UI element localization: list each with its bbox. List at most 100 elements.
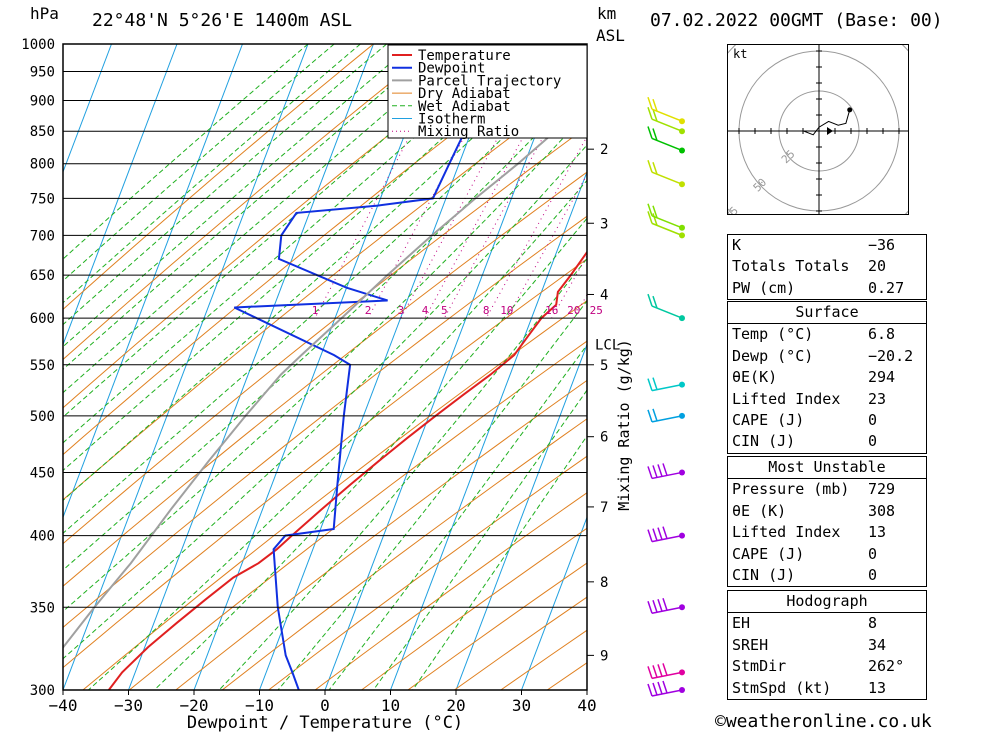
row-label: StmDir [732,657,787,676]
row-label: Lifted Index [732,523,841,542]
row-label: Lifted Index [732,389,841,408]
row-label: StmSpd (kt) [732,678,832,697]
wind-barb [647,526,685,543]
dry-adiabat-line [407,562,587,690]
wind-barb [647,598,685,615]
table-row: SREH 34 [728,635,926,656]
x-tick-label: 20 [446,696,465,715]
legend-label: Mixing Ratio [418,124,519,140]
pressure-tick-label: 300 [30,683,55,699]
pressure-tick-label: 450 [30,465,55,481]
dry-adiabat-line [82,300,587,690]
row-label: PW (cm) [732,278,796,297]
row-label: EH [732,614,751,633]
x-tick-label: −30 [114,696,143,715]
row-value: 0 [868,565,878,584]
table-row: EH 8 [728,613,926,634]
table-row: Totals Totals 20 [728,256,926,277]
x-tick-label: 0 [320,696,330,715]
wet-adiabat-line [372,389,587,690]
height-unit-label: km [597,4,617,23]
copyright-link[interactable]: ©weatheronline.co.uk [715,711,932,732]
dry-adiabat-line [175,379,587,690]
row-label: CAPE (J) [732,410,805,429]
isotherm-line [259,44,505,690]
pressure-tick-label: 750 [30,191,55,207]
dry-adiabat-line [128,340,587,690]
dry-adiabat-line [63,215,587,629]
row-value: −36 [868,236,896,254]
plot-frame [62,43,588,691]
x-tick-label: −20 [180,696,209,715]
lcl-label: LCL [595,338,620,354]
row-value: 0 [868,410,878,429]
row-label: CAPE (J) [732,544,805,563]
most-unstable-table: Most Unstable Pressure (mb) 729 θE (K) 308 L… [727,456,927,588]
table-row: Lifted Index 13 [728,522,926,543]
dewpoint-line [233,120,477,690]
row-value: 0 [868,544,878,563]
table-row: CAPE (J) 0 [728,410,926,431]
dry-adiabat-line [640,44,720,690]
legend-label: Dry Adiabat [418,86,511,102]
wind-barb [647,377,685,392]
wet-adiabat-line [412,435,587,690]
chart-title: 22°48'N 5°26'E 1400m ASL [92,10,353,31]
dry-adiabat-line [63,79,587,501]
wind-barb [647,663,685,680]
isotherm-line [63,44,112,174]
isotherm-line [390,170,587,690]
mixing-ratio-label: 1 [312,304,319,317]
parcel-trajectory-line [63,130,556,650]
isotherm-line [455,343,587,690]
table-row: CIN (J) 0 [728,565,926,586]
pressure-tick-label: 1000 [21,37,55,53]
pressure-tick-label: 700 [30,228,55,244]
height-tick-label: 8 [600,575,608,591]
hodograph-title: Hodograph [786,592,868,610]
mixing-ratio-label: 25 [590,304,603,317]
legend-label: Dewpoint [418,61,485,77]
row-value: 729 [868,480,896,499]
table-row: θE (K) 308 [728,501,926,522]
row-value: 262° [868,657,905,676]
row-value: 34 [868,635,887,654]
wet-adiabat-line [88,179,587,690]
dry-adiabat-line [546,662,587,690]
row-value: 13 [868,678,887,697]
table-row: CIN (J) 0 [728,431,926,452]
wind-barb [647,680,685,697]
row-label: CIN (J) [732,432,796,451]
pressure-tick-label: 600 [30,311,55,327]
isotherm-line [521,515,587,690]
temperature-line [108,120,587,690]
mixing-ratio-line [573,293,587,319]
wind-barb [647,211,685,239]
hodograph-ring-label: 75 [728,204,741,214]
row-label: θE(K) [732,368,778,387]
wind-barb [647,106,685,135]
table-row: Pressure (mb) 729 [728,479,926,500]
row-label: Temp (°C) [732,325,814,344]
wet-adiabat-line [63,44,466,394]
row-label: Pressure (mb) [732,480,850,499]
table-row: Lifted Index 23 [728,389,926,410]
pressure-tick-label: 800 [30,157,55,173]
wet-adiabat-line [63,81,587,571]
row-value: 308 [868,501,896,520]
wind-barb [647,408,685,423]
pressure-tick-label: 500 [30,409,55,425]
row-label: CIN (J) [732,565,796,584]
pressure-tick-label: 950 [30,65,55,81]
row-label: Dewp (°C) [732,346,814,365]
row-value: −20.2 [868,346,914,365]
height-unit-label-asl: ASL [596,26,625,45]
storm-motion-marker [827,127,833,135]
wet-adiabat-line [63,52,587,534]
row-value: 8 [868,614,878,633]
pressure-tick-label: 900 [30,94,55,110]
wet-adiabat-line [153,217,587,690]
row-label: Totals Totals [732,257,850,276]
wind-barb [647,293,685,322]
